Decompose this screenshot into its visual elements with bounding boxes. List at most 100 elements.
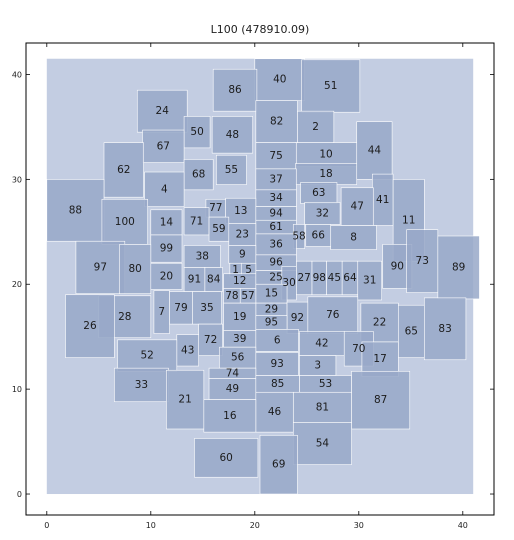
box-label-14: 14	[160, 216, 174, 228]
box-73	[406, 229, 439, 293]
box-label-54: 54	[316, 438, 330, 450]
box-label-71: 71	[190, 215, 203, 227]
box-label-89: 89	[452, 261, 465, 273]
box-label-44: 44	[368, 145, 382, 157]
y-axis: 0 10 20 30 40	[12, 70, 494, 499]
box-16	[203, 399, 257, 433]
box-label-37: 37	[269, 173, 282, 185]
box-label-92: 92	[291, 312, 304, 324]
box-label-30: 30	[282, 277, 295, 289]
box-label-67: 67	[157, 140, 170, 152]
box-label-24: 24	[156, 105, 170, 117]
x-tick-label-20: 20	[250, 521, 260, 530]
box-label-36: 36	[269, 238, 283, 250]
box-21	[166, 369, 205, 430]
box-62	[103, 142, 144, 198]
box-19	[223, 302, 257, 331]
box-75	[255, 142, 297, 170]
box-20	[150, 262, 183, 290]
box-label-5: 5	[245, 264, 252, 276]
box-8	[330, 225, 377, 250]
box-label-51: 51	[324, 80, 337, 92]
box-label-99: 99	[160, 243, 173, 255]
box-label-19: 19	[233, 311, 246, 323]
box-label-27: 27	[298, 272, 311, 284]
box-label-29: 29	[265, 303, 278, 315]
box-67	[142, 129, 185, 163]
box-label-16: 16	[223, 410, 237, 422]
box-label-73: 73	[416, 255, 429, 267]
box-label-43: 43	[181, 344, 194, 356]
box-label-34: 34	[269, 192, 283, 204]
box-label-95: 95	[265, 317, 278, 329]
box-label-80: 80	[129, 263, 142, 275]
box-81	[292, 391, 352, 423]
box-label-41: 41	[376, 194, 389, 206]
box-label-42: 42	[315, 338, 328, 350]
box-label-4: 4	[161, 183, 168, 195]
x-tick-label-40: 40	[458, 521, 468, 530]
box-label-82: 82	[270, 116, 283, 128]
box-label-26: 26	[83, 320, 97, 332]
box-label-3: 3	[314, 360, 321, 372]
y-tick-label-10: 10	[12, 385, 22, 394]
box-label-25: 25	[269, 271, 282, 283]
box-label-50: 50	[190, 126, 203, 138]
box-51	[301, 59, 361, 113]
y-tick-label-40: 40	[12, 70, 22, 79]
box-54	[292, 422, 352, 465]
box-label-93: 93	[270, 358, 283, 370]
box-88	[46, 179, 105, 242]
box-label-17: 17	[373, 353, 386, 365]
box-label-86: 86	[228, 84, 242, 96]
box-label-94: 94	[269, 207, 283, 219]
box-label-31: 31	[363, 275, 376, 287]
box-label-7: 7	[158, 306, 165, 318]
chart-title: L100 (478910.09)	[211, 23, 310, 36]
box-label-49: 49	[226, 383, 239, 395]
box-label-12: 12	[233, 275, 246, 287]
box-label-72: 72	[204, 334, 217, 346]
box-80	[119, 244, 152, 294]
box-label-87: 87	[374, 394, 387, 406]
box-68	[183, 159, 214, 191]
box-48	[211, 116, 254, 154]
box-label-46: 46	[268, 406, 282, 418]
box-label-23: 23	[236, 228, 249, 240]
box-label-56: 56	[231, 352, 245, 364]
box-100	[101, 198, 148, 245]
box-label-28: 28	[118, 311, 131, 323]
box-label-74: 74	[226, 367, 240, 379]
box-label-45: 45	[328, 272, 341, 284]
box-label-84: 84	[207, 274, 221, 286]
box-35	[192, 291, 222, 325]
box-label-39: 39	[233, 333, 246, 345]
x-tick-label-10: 10	[146, 521, 156, 530]
box-label-58: 58	[292, 231, 305, 243]
box-6	[255, 329, 299, 352]
box-label-33: 33	[135, 379, 148, 391]
box-83	[424, 297, 467, 361]
box-label-47: 47	[351, 201, 364, 213]
axes-frame	[25, 42, 495, 516]
box-label-40: 40	[273, 74, 286, 86]
box-14	[150, 209, 183, 236]
box-label-13: 13	[234, 205, 247, 217]
box-label-76: 76	[326, 309, 340, 321]
box-label-96: 96	[269, 257, 283, 269]
box-71	[183, 207, 210, 236]
y-tick-label-30: 30	[12, 175, 22, 184]
box-89	[437, 235, 480, 300]
box-76	[307, 296, 359, 334]
box-label-35: 35	[200, 302, 213, 314]
x-tick-label-30: 30	[354, 521, 364, 530]
x-axis: 0 10 20 30 40	[44, 43, 468, 530]
box-label-20: 20	[160, 270, 173, 282]
box-label-48: 48	[226, 129, 239, 141]
box-label-62: 62	[117, 164, 130, 176]
box-label-9: 9	[239, 248, 246, 260]
box-69	[259, 434, 298, 495]
box-label-79: 79	[174, 302, 187, 314]
box-label-61: 61	[269, 221, 282, 233]
